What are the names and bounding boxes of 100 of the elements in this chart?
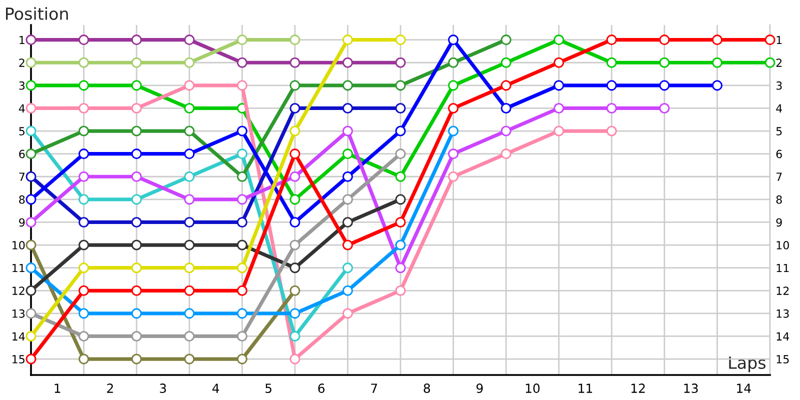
point [236, 354, 248, 364]
y-tick-label: 9 [19, 218, 25, 227]
point [554, 34, 564, 46]
point [395, 34, 406, 46]
y-tick-label: 6 [19, 150, 25, 158]
point [78, 308, 90, 319]
point [342, 148, 353, 160]
point [236, 126, 248, 136]
x-tick-label: 11 [578, 384, 592, 393]
point [712, 34, 722, 46]
y-axis-title: Position [6, 7, 68, 20]
point [395, 240, 406, 250]
point [184, 57, 195, 68]
x-tick-label: 4 [212, 384, 220, 393]
point [342, 102, 353, 114]
point [26, 240, 36, 250]
point [26, 171, 36, 182]
point [290, 285, 300, 296]
point [606, 126, 617, 136]
point [342, 34, 353, 46]
point [500, 80, 512, 91]
point [290, 126, 300, 136]
point [659, 80, 670, 91]
y-tick-label: 15 [12, 355, 24, 364]
point [764, 57, 776, 68]
point [131, 308, 142, 319]
point [395, 216, 406, 228]
x-tick-label: 13 [684, 384, 698, 394]
point [395, 102, 406, 114]
point [290, 80, 300, 91]
point [500, 102, 512, 114]
point [342, 80, 353, 91]
point [131, 216, 142, 228]
point [448, 34, 459, 46]
point [26, 308, 36, 319]
y2-tick-label: 10 [776, 241, 789, 250]
point [395, 126, 406, 136]
point [184, 126, 195, 136]
point [78, 171, 90, 182]
point [26, 80, 36, 91]
y-tick-label: 11 [12, 264, 24, 272]
point [131, 102, 142, 114]
point [78, 194, 90, 205]
point [290, 330, 300, 342]
point [131, 330, 142, 342]
point [131, 262, 142, 274]
point [26, 102, 36, 114]
point [395, 171, 406, 182]
point [184, 216, 195, 228]
x-tick-label: 14 [737, 384, 751, 393]
x-tick-label: 2 [107, 384, 113, 393]
y-tick-label: 14 [12, 332, 25, 340]
point [236, 262, 248, 274]
point [131, 194, 142, 205]
point [78, 330, 90, 342]
point [342, 126, 353, 136]
y-tick-label: 10 [12, 241, 25, 250]
point [712, 57, 722, 68]
point [184, 80, 195, 91]
point [26, 285, 36, 296]
y2-tick-label: 12 [776, 286, 789, 295]
y-tick-label: 5 [19, 127, 24, 136]
point [131, 354, 142, 364]
point [131, 285, 142, 296]
y2-tick-label: 3 [776, 81, 782, 90]
point [131, 240, 142, 250]
point [26, 148, 36, 160]
point [290, 194, 300, 205]
point [78, 262, 90, 274]
point [448, 102, 459, 114]
point [395, 262, 406, 274]
point [236, 285, 248, 296]
point [236, 57, 248, 68]
point [342, 240, 353, 250]
point [236, 148, 248, 160]
point [184, 330, 195, 342]
point [184, 262, 195, 274]
y-tick-label: 3 [19, 81, 25, 90]
point [448, 171, 459, 182]
y2-tick-label: 4 [776, 104, 782, 112]
y-tick-label: 4 [18, 104, 25, 112]
y-tick-label: 7 [19, 172, 24, 181]
point [606, 102, 617, 114]
point [659, 102, 670, 114]
y-tick-label: 1 [20, 36, 24, 44]
point [290, 34, 300, 46]
y2-tick-label: 9 [776, 218, 782, 227]
y2-tick-label: 5 [776, 127, 782, 136]
point [26, 330, 36, 342]
point [184, 194, 195, 205]
point [290, 308, 300, 319]
point [184, 354, 195, 364]
y2-tick-label: 11 [776, 264, 789, 272]
point [290, 148, 300, 160]
point [131, 148, 142, 160]
point [184, 171, 195, 182]
point [395, 148, 406, 160]
point [764, 34, 776, 46]
point [554, 102, 564, 114]
point [26, 194, 36, 205]
